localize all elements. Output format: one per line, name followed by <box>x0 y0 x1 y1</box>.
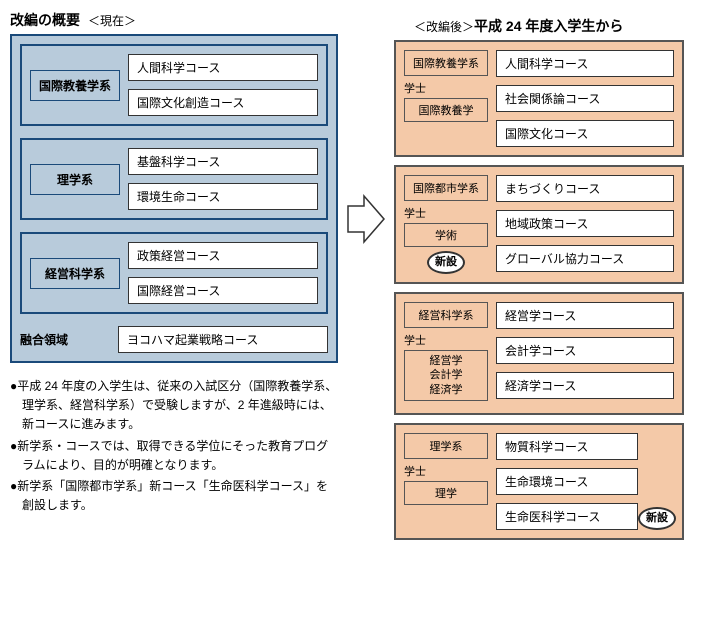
course-box: 物質科学コース <box>496 433 638 460</box>
degree-box: 学術 <box>404 223 488 247</box>
degree-text: 学士 <box>404 463 488 479</box>
bullet-item: ●新学系・コースでは、取得できる学位にそった教育プログラムにより、目的が明確とな… <box>10 437 338 475</box>
fusion-row: 融合領域 ヨコハマ起業戦略コース <box>20 326 328 353</box>
fusion-label: 融合領域 <box>20 331 110 348</box>
dept-label: 国際教養学系 <box>404 50 488 76</box>
dept-label: 理学系 <box>30 164 120 195</box>
course-box: 基盤科学コース <box>128 148 318 175</box>
course-box: 会計学コース <box>496 337 674 364</box>
new-badge: 新設 <box>427 251 465 274</box>
course-box: 環境生命コース <box>128 183 318 210</box>
right-subtitle: ＜改編後＞ <box>414 20 474 34</box>
course-box: まちづくりコース <box>496 175 674 202</box>
dept-label: 経営科学系 <box>404 302 488 328</box>
right-header: ＜改編後＞平成 24 年度入学生から <box>414 16 684 36</box>
arrow-icon <box>346 194 386 244</box>
course-box: 国際経営コース <box>128 277 318 304</box>
dept-label: 国際教養学系 <box>30 70 120 101</box>
dept-label: 経営科学系 <box>30 258 120 289</box>
left-subtitle: ＜現在＞ <box>88 12 136 29</box>
after-group: 国際教養学系 学士 国際教養学 人間科学コース 社会関係論コース 国際文化コース <box>394 40 684 157</box>
after-column: ＜改編後＞平成 24 年度入学生から 国際教養学系 学士 国際教養学 人間科学コ… <box>394 34 684 548</box>
course-box: 生命医科学コース <box>496 503 638 530</box>
current-column: 国際教養学系 人間科学コース 国際文化創造コース 理学系 基盤科学コース 環境生… <box>10 34 338 517</box>
course-box: 経営学コース <box>496 302 674 329</box>
after-group: 国際都市学系 学士 学術 新設 まちづくりコース 地域政策コース グローバル協力… <box>394 165 684 284</box>
after-group: 経営科学系 学士 経営学 会計学 経済学 経営学コース 会計学コース 経済学コー… <box>394 292 684 415</box>
degree-box: 国際教養学 <box>404 98 488 122</box>
current-outer-box: 国際教養学系 人間科学コース 国際文化創造コース 理学系 基盤科学コース 環境生… <box>10 34 338 363</box>
after-group: 理学系 学士 理学 物質科学コース 生命環境コース 生命医科学コース 新設 <box>394 423 684 540</box>
arrow-column <box>346 34 386 244</box>
bullet-item: ●平成 24 年度の入学生は、従来の入試区分（国際教養学系、理学系、経営科学系）… <box>10 377 338 435</box>
main-title: 改編の概要 <box>10 10 80 30</box>
course-box: 国際文化創造コース <box>128 89 318 116</box>
bullet-notes: ●平成 24 年度の入学生は、従来の入試区分（国際教養学系、理学系、経営科学系）… <box>10 377 338 515</box>
degree-text: 学士 <box>404 205 488 221</box>
dept-label: 理学系 <box>404 433 488 459</box>
degree-box: 理学 <box>404 481 488 505</box>
course-box: 社会関係論コース <box>496 85 674 112</box>
course-box: 地域政策コース <box>496 210 674 237</box>
current-group: 理学系 基盤科学コース 環境生命コース <box>20 138 328 220</box>
new-badge: 新設 <box>638 507 676 530</box>
degree-text: 学士 <box>404 332 488 348</box>
course-box: 人間科学コース <box>128 54 318 81</box>
course-box: 国際文化コース <box>496 120 674 147</box>
course-box: 政策経営コース <box>128 242 318 269</box>
current-group: 国際教養学系 人間科学コース 国際文化創造コース <box>20 44 328 126</box>
diagram-container: 国際教養学系 人間科学コース 国際文化創造コース 理学系 基盤科学コース 環境生… <box>10 34 698 548</box>
course-box: 経済学コース <box>496 372 674 399</box>
right-title: 平成 24 年度入学生から <box>474 18 623 34</box>
fusion-course: ヨコハマ起業戦略コース <box>118 326 328 353</box>
bullet-item: ●新学系「国際都市学系」新コース「生命医科学コース」を創設します。 <box>10 477 338 515</box>
current-group: 経営科学系 政策経営コース 国際経営コース <box>20 232 328 314</box>
degree-text: 学士 <box>404 80 488 96</box>
degree-box: 経営学 会計学 経済学 <box>404 350 488 401</box>
course-box: グローバル協力コース <box>496 245 674 272</box>
course-box: 生命環境コース <box>496 468 638 495</box>
dept-label: 国際都市学系 <box>404 175 488 201</box>
course-box: 人間科学コース <box>496 50 674 77</box>
